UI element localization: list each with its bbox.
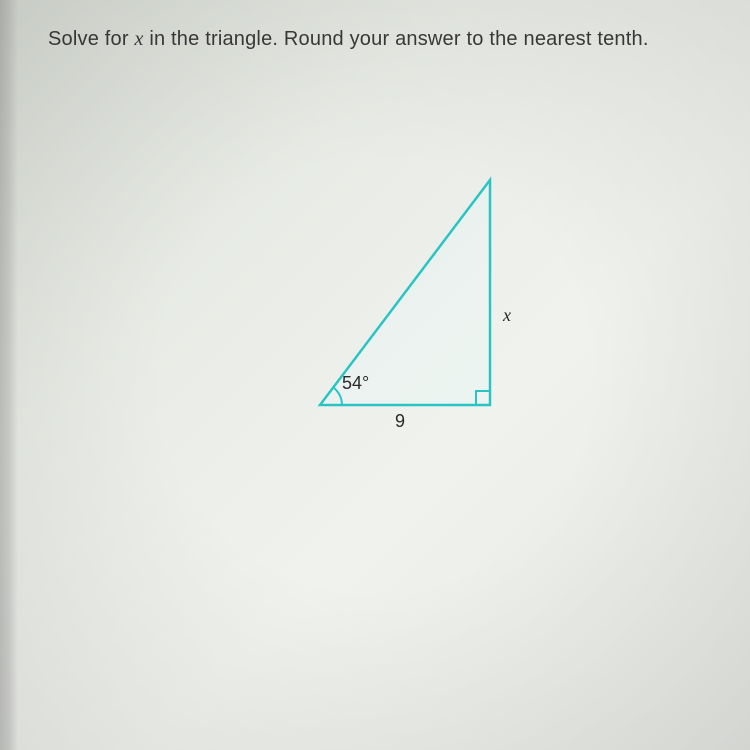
question-prompt: Solve for x in the triangle. Round your … (48, 28, 649, 51)
triangle-shape (320, 180, 490, 405)
angle-label-54: 54° (342, 373, 369, 394)
page-left-shadow (0, 0, 18, 750)
base-label-9: 9 (395, 411, 405, 432)
side-label-x: x (503, 305, 511, 326)
triangle-svg (280, 175, 540, 435)
triangle-figure: 54° 9 x (280, 175, 540, 435)
question-suffix: in the triangle. Round your answer to th… (144, 28, 649, 50)
question-variable: x (134, 28, 143, 50)
question-prefix: Solve for (48, 28, 134, 50)
